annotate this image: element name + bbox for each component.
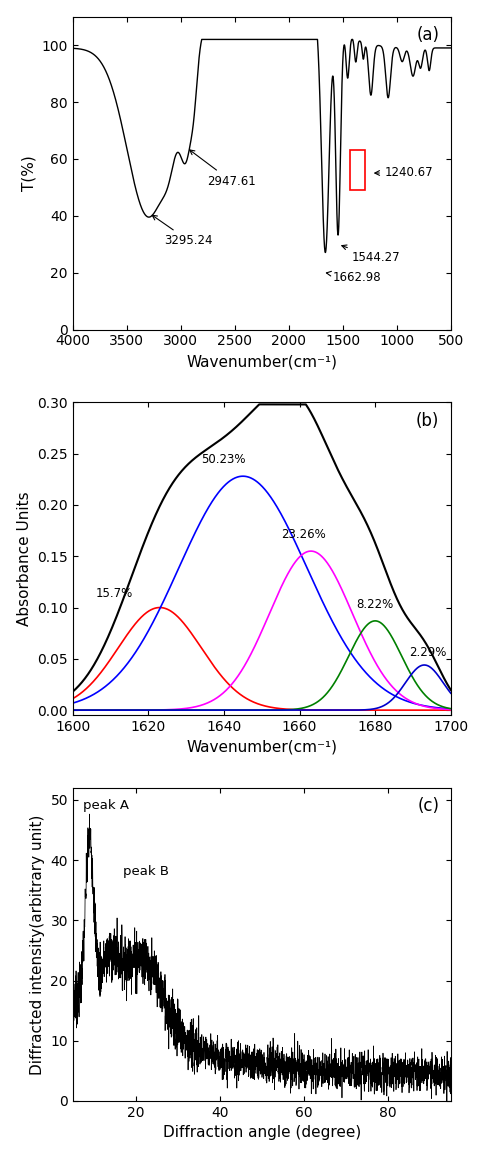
Text: 1544.27: 1544.27 (341, 245, 399, 264)
Y-axis label: T(%): T(%) (21, 155, 36, 191)
Text: 2947.61: 2947.61 (189, 150, 255, 187)
Text: (a): (a) (416, 27, 439, 44)
Text: (b): (b) (415, 412, 439, 429)
X-axis label: Wavenumber(cm⁻¹): Wavenumber(cm⁻¹) (186, 354, 336, 369)
Text: 15.7%: 15.7% (95, 588, 133, 600)
Bar (349, 150, 364, 190)
Y-axis label: Absorbance Units: Absorbance Units (16, 492, 31, 626)
Text: 23.26%: 23.26% (280, 528, 325, 540)
Text: 1240.67: 1240.67 (374, 165, 433, 179)
Text: 3295.24: 3295.24 (152, 215, 212, 248)
X-axis label: Diffraction angle (degree): Diffraction angle (degree) (162, 1126, 360, 1141)
Text: peak A: peak A (83, 799, 129, 812)
Text: peak B: peak B (123, 865, 169, 878)
Text: 50.23%: 50.23% (201, 452, 245, 466)
Text: 8.22%: 8.22% (356, 598, 393, 611)
Text: (c): (c) (417, 797, 439, 816)
Y-axis label: Diffracted intensity(arbitrary unit): Diffracted intensity(arbitrary unit) (30, 815, 45, 1075)
Text: 2.29%: 2.29% (408, 646, 446, 658)
Text: 1662.98: 1662.98 (326, 271, 381, 285)
X-axis label: Wavenumber(cm⁻¹): Wavenumber(cm⁻¹) (186, 739, 336, 754)
